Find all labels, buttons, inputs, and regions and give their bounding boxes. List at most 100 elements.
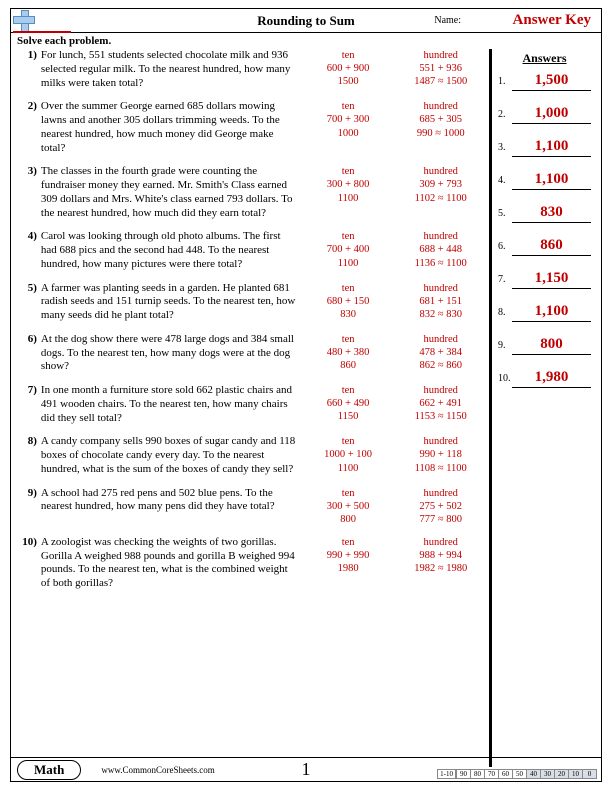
problem-row: 2)Over the summer George earned 685 doll… [19,100,487,155]
hundred-line1: 688 + 448 [394,243,487,256]
ten-line1: 300 + 500 [302,500,395,513]
ten-line1: 300 + 800 [302,178,395,191]
answer-value: 1,980 [512,369,591,388]
ten-column: ten700 + 4001100 [302,230,395,271]
problem-work: ten700 + 3001000hundred685 + 305990 ≈ 10… [302,100,487,155]
hundred-line2: 1108 ≈ 1100 [394,462,487,475]
answer-number: 1. [498,76,512,87]
site-url: www.CommonCoreSheets.com [101,765,214,775]
answer-row: 2.1,000 [498,105,591,124]
problem-text: A school had 275 red pens and 502 blue p… [41,487,302,526]
answer-value: 800 [512,336,591,355]
answer-number: 3. [498,142,512,153]
ten-line2: 800 [302,513,395,526]
answers-heading: Answers [498,51,591,66]
ten-line2: 1150 [302,410,395,423]
hundred-line1: 275 + 502 [394,500,487,513]
hundred-label: hundred [394,282,487,295]
problem-row: 6)At the dog show there were 478 large d… [19,333,487,374]
hundred-line1: 681 + 151 [394,295,487,308]
ten-column: ten990 + 9901980 [302,536,395,591]
answer-number: 6. [498,241,512,252]
footer: Math www.CommonCoreSheets.com 1 1-109080… [11,757,601,781]
answer-value: 1,100 [512,138,591,157]
page-number: 1 [302,759,311,780]
ten-line2: 860 [302,359,395,372]
hundred-label: hundred [394,100,487,113]
ten-column: ten680 + 150830 [302,282,395,323]
problem-text: For lunch, 551 students selected chocola… [41,49,302,90]
problem-work: ten680 + 150830hundred681 + 151832 ≈ 830 [302,282,487,323]
hundred-label: hundred [394,384,487,397]
ten-line1: 480 + 380 [302,346,395,359]
hundred-column: hundred681 + 151832 ≈ 830 [394,282,487,323]
hundred-label: hundred [394,333,487,346]
body: 1)For lunch, 551 students selected choco… [11,49,601,767]
ten-line2: 1980 [302,562,395,575]
problem-work: ten300 + 8001100hundred309 + 7931102 ≈ 1… [302,165,487,220]
ten-label: ten [302,100,395,113]
problem-number: 1) [19,49,41,90]
problem-number: 2) [19,100,41,155]
ten-line1: 700 + 400 [302,243,395,256]
hundred-line1: 662 + 491 [394,397,487,410]
answer-row: 5.830 [498,204,591,223]
answer-value: 1,150 [512,270,591,289]
answer-number: 8. [498,307,512,318]
answer-number: 5. [498,208,512,219]
problems-column: 1)For lunch, 551 students selected choco… [11,49,491,767]
ten-line2: 1000 [302,127,395,140]
answer-row: 8.1,100 [498,303,591,322]
answer-value: 1,100 [512,303,591,322]
hundred-column: hundred309 + 7931102 ≈ 1100 [394,165,487,220]
score-cell: 10 [568,769,583,779]
ten-label: ten [302,333,395,346]
problem-text: At the dog show there were 478 large dog… [41,333,302,374]
answer-number: 10. [498,373,512,384]
answer-row: 7.1,150 [498,270,591,289]
answer-row: 4.1,100 [498,171,591,190]
hundred-line2: 1102 ≈ 1100 [394,192,487,205]
answer-number: 4. [498,175,512,186]
ten-line1: 660 + 490 [302,397,395,410]
hundred-line2: 990 ≈ 1000 [394,127,487,140]
problem-work: ten300 + 500800hundred275 + 502777 ≈ 800 [302,487,487,526]
problem-work: ten1000 + 1001100hundred990 + 1181108 ≈ … [302,435,487,476]
problem-text: Carol was looking through old photo albu… [41,230,302,271]
problem-work: ten480 + 380860hundred478 + 384862 ≈ 860 [302,333,487,374]
hundred-line1: 685 + 305 [394,113,487,126]
ten-line1: 600 + 900 [302,62,395,75]
ten-label: ten [302,230,395,243]
problem-number: 6) [19,333,41,374]
ten-label: ten [302,282,395,295]
hundred-column: hundred662 + 4911153 ≈ 1150 [394,384,487,425]
hundred-column: hundred688 + 4481136 ≈ 1100 [394,230,487,271]
answer-row: 6.860 [498,237,591,256]
problem-row: 4)Carol was looking through old photo al… [19,230,487,271]
problem-number: 7) [19,384,41,425]
problem-text: A zoologist was checking the weights of … [41,536,302,591]
problem-text: A candy company sells 990 boxes of sugar… [41,435,302,476]
answer-value: 1,100 [512,171,591,190]
score-cell: 30 [540,769,555,779]
score-cell: 40 [526,769,541,779]
problem-number: 10) [19,536,41,591]
worksheet-page: Rounding to Sum Name: Answer Key Solve e… [10,8,602,782]
ten-label: ten [302,49,395,62]
hundred-label: hundred [394,536,487,549]
ten-column: ten300 + 500800 [302,487,395,526]
ten-column: ten480 + 380860 [302,333,395,374]
ten-line2: 1100 [302,192,395,205]
answer-number: 9. [498,340,512,351]
ten-label: ten [302,165,395,178]
problem-row: 8)A candy company sells 990 boxes of sug… [19,435,487,476]
ten-column: ten700 + 3001000 [302,100,395,155]
ten-label: ten [302,487,395,500]
hundred-column: hundred275 + 502777 ≈ 800 [394,487,487,526]
score-cell: 20 [554,769,569,779]
instruction: Solve each problem. [11,33,601,49]
name-label: Name: [434,15,461,26]
header: Rounding to Sum Name: Answer Key [11,9,601,33]
answer-row: 9.800 [498,336,591,355]
answer-value: 1,500 [512,72,591,91]
